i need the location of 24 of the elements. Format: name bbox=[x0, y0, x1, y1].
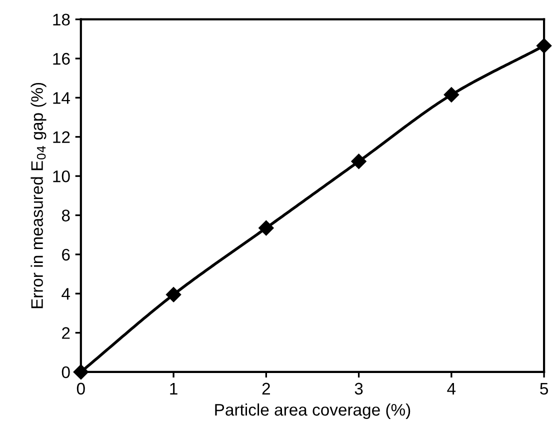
x-tick-label: 3 bbox=[354, 382, 363, 395]
y-tick-label: 6 bbox=[62, 248, 70, 261]
x-tick-label: 4 bbox=[447, 382, 456, 394]
point bbox=[258, 220, 274, 236]
y-tick-label: 12 bbox=[53, 131, 70, 143]
x-tick-label: 2 bbox=[262, 382, 270, 394]
point bbox=[444, 87, 459, 102]
y-tick-label: 8 bbox=[62, 210, 70, 222]
x-tick-label: 1 bbox=[170, 382, 178, 394]
y-axis-title: Error in measured E$_{04}$ gap (%) bbox=[30, 82, 46, 308]
y-tick-label: 10 bbox=[53, 170, 70, 182]
y-tick-label: 16 bbox=[53, 52, 70, 65]
x-axis-title: Particle area coverage (%) bbox=[215, 403, 410, 419]
x-tick-label: 0 bbox=[76, 382, 85, 395]
y-tick-label: 0 bbox=[62, 366, 70, 378]
x-tick-label: 5 bbox=[540, 382, 548, 395]
y-tick-label: 4 bbox=[62, 288, 70, 300]
y-tick-label: 2 bbox=[62, 327, 70, 339]
point bbox=[536, 38, 552, 54]
y-tick-label: 18 bbox=[53, 14, 70, 26]
point bbox=[351, 154, 366, 169]
point bbox=[166, 287, 182, 302]
point bbox=[73, 364, 88, 380]
y-tick-label: 14 bbox=[53, 92, 70, 104]
